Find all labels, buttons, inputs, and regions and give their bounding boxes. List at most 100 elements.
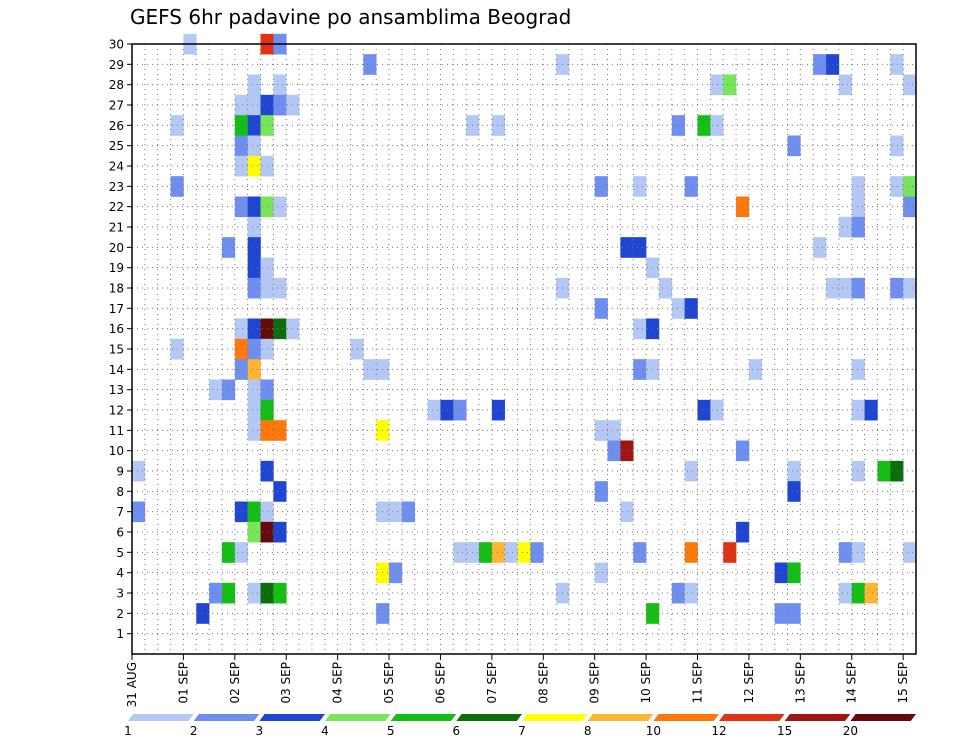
heatmap-cell bbox=[890, 460, 904, 482]
heatmap-cell bbox=[748, 359, 763, 380]
heatmap-cell bbox=[247, 359, 261, 380]
colorbar-label: 4 bbox=[321, 724, 329, 738]
heatmap-cell bbox=[247, 155, 261, 177]
chart-title: GEFS 6hr padavine po ansamblima Beograd bbox=[130, 5, 571, 29]
heatmap-cell bbox=[787, 481, 801, 502]
y-axis: 1234567891011121314151617181920212223242… bbox=[109, 38, 132, 641]
heatmap-cell bbox=[273, 277, 287, 299]
y-tick-label: 18 bbox=[109, 282, 124, 296]
heatmap-cell bbox=[671, 115, 685, 136]
heatmap-cell bbox=[221, 379, 236, 401]
heatmap-cell bbox=[903, 277, 917, 299]
colorbar-label: 5 bbox=[387, 724, 395, 738]
heatmap-cell bbox=[710, 399, 724, 421]
heatmap-cell bbox=[658, 277, 673, 299]
x-tick-label: 01 SEP bbox=[176, 662, 190, 704]
y-tick-label: 14 bbox=[109, 363, 124, 377]
y-tick-label: 21 bbox=[109, 221, 124, 235]
heatmap-cell bbox=[877, 460, 891, 482]
heatmap-cell bbox=[273, 521, 287, 543]
y-tick-label: 30 bbox=[109, 38, 124, 52]
x-tick-label: 12 SEP bbox=[742, 662, 756, 704]
heatmap-cell bbox=[903, 196, 917, 218]
heatmap-cell bbox=[221, 237, 236, 258]
colorbar-label: 8 bbox=[584, 724, 592, 738]
heatmap-cell bbox=[389, 501, 403, 523]
heatmap-cell bbox=[273, 94, 287, 116]
heatmap-cell bbox=[787, 135, 801, 157]
colorbar-label: 2 bbox=[190, 724, 198, 738]
heatmap-cell bbox=[851, 359, 865, 380]
x-tick-label: 06 SEP bbox=[433, 662, 447, 704]
heatmap-cell bbox=[594, 420, 608, 441]
heatmap-cell bbox=[787, 562, 801, 584]
y-tick-label: 17 bbox=[109, 302, 124, 316]
colorbar-swatch bbox=[456, 714, 522, 721]
colorbar-swatch bbox=[719, 714, 785, 721]
y-tick-label: 26 bbox=[109, 119, 124, 133]
heatmap-cell bbox=[247, 135, 261, 157]
heatmap-cell bbox=[697, 399, 711, 421]
plot-frame bbox=[131, 43, 917, 655]
heatmap-cell bbox=[247, 582, 261, 604]
heatmap-cell bbox=[710, 74, 724, 96]
heatmap-cell bbox=[234, 115, 248, 136]
heatmap-cell bbox=[838, 74, 853, 96]
heatmap-cell bbox=[234, 196, 248, 218]
heatmap-cell bbox=[774, 562, 788, 584]
x-tick-label: 02 SEP bbox=[228, 662, 242, 704]
colorbar-label: 1 bbox=[124, 724, 132, 738]
heatmap-cell bbox=[247, 338, 261, 360]
colorbar-label: 7 bbox=[518, 724, 526, 738]
colorbar-legend: 1 2 3 4 5 6 7 8 10 12 15 20 bbox=[124, 714, 916, 738]
y-tick-label: 12 bbox=[109, 404, 124, 418]
heatmap-cell bbox=[864, 399, 878, 421]
heatmap-cell bbox=[209, 379, 223, 401]
heatmap-cell bbox=[671, 298, 685, 319]
heatmap-cell bbox=[273, 582, 287, 604]
heatmap-cell bbox=[890, 277, 904, 299]
y-tick-label: 5 bbox=[116, 546, 124, 560]
heatmap-cell bbox=[813, 237, 827, 258]
heatmap-cell bbox=[838, 582, 853, 604]
heatmap-cell bbox=[247, 196, 261, 218]
heatmap-cell bbox=[389, 562, 403, 584]
heatmap-cell bbox=[234, 318, 248, 340]
x-tick-label: 05 SEP bbox=[382, 662, 396, 704]
heatmap-cell bbox=[890, 54, 904, 75]
heatmap-cell bbox=[594, 562, 608, 584]
heatmap-cell bbox=[247, 74, 261, 96]
y-tick-label: 16 bbox=[109, 322, 124, 336]
heatmap-cell bbox=[851, 399, 865, 421]
heatmap-cell bbox=[838, 216, 853, 238]
heatmap-cell bbox=[132, 460, 146, 482]
heatmap-cell bbox=[851, 196, 865, 218]
colorbar-swatch bbox=[784, 714, 851, 721]
colorbar-label: 6 bbox=[453, 724, 461, 738]
heatmap-cell bbox=[787, 603, 801, 624]
heatmap-cell bbox=[684, 582, 698, 604]
colorbar-swatch bbox=[653, 714, 719, 721]
y-tick-label: 1 bbox=[116, 627, 124, 641]
heatmap-cell bbox=[221, 582, 236, 604]
x-tick-label: 09 SEP bbox=[588, 662, 602, 704]
heatmap-cell bbox=[234, 338, 248, 360]
heatmap-cell bbox=[851, 216, 865, 238]
heatmap-cell bbox=[684, 298, 698, 319]
heatmap-cell bbox=[453, 399, 467, 421]
heatmap-cell bbox=[594, 481, 608, 502]
colorbar-label: 3 bbox=[256, 724, 264, 738]
heatmap-cell bbox=[363, 54, 377, 75]
heatmap-cell bbox=[273, 196, 287, 218]
heatmap-cell bbox=[710, 115, 724, 136]
colorbar-swatch bbox=[390, 714, 457, 721]
heatmap-cell bbox=[363, 359, 377, 380]
heatmap-cell bbox=[247, 94, 261, 116]
heatmap-cell bbox=[479, 542, 493, 563]
y-tick-label: 3 bbox=[116, 587, 124, 601]
heatmap-cells bbox=[132, 33, 917, 624]
heatmap-cell bbox=[209, 582, 223, 604]
heatmap-cell bbox=[903, 74, 917, 96]
heatmap-cell bbox=[247, 115, 261, 136]
